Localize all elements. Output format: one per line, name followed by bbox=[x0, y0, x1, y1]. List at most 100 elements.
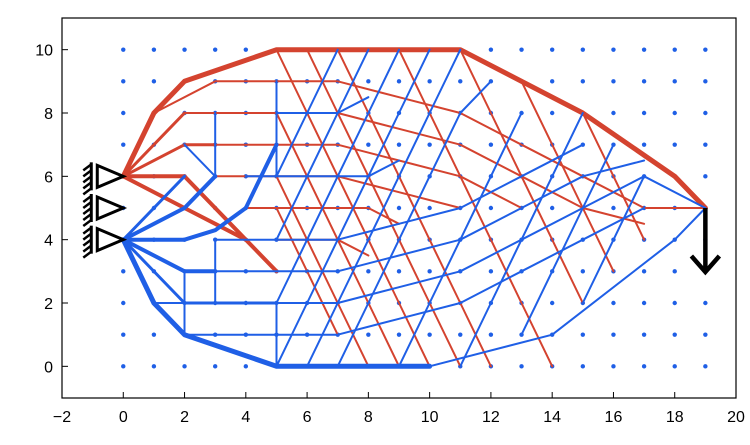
tension-member bbox=[581, 112, 646, 241]
grid-node-dot bbox=[427, 79, 432, 84]
grid-node-dot bbox=[121, 110, 126, 116]
grid-node-dot bbox=[641, 47, 647, 52]
grid-node-dot bbox=[580, 269, 586, 274]
grid-node-dot bbox=[641, 110, 647, 116]
grid-node-dot bbox=[182, 47, 187, 52]
grid-node-dot bbox=[366, 79, 371, 84]
load-arrow bbox=[689, 208, 722, 276]
grid-node-dot bbox=[580, 364, 586, 369]
grid-node-dot bbox=[396, 205, 402, 211]
tension-member bbox=[275, 238, 370, 257]
grid-node-dot bbox=[703, 79, 708, 84]
grid-node-dot bbox=[641, 300, 647, 306]
compression-member bbox=[520, 143, 615, 336]
grid-node-dot bbox=[641, 364, 647, 369]
x-tick-label: 20 bbox=[727, 409, 745, 426]
x-tick-label: 12 bbox=[482, 409, 500, 426]
grid-node-dot bbox=[458, 79, 463, 84]
grid-node-dot bbox=[366, 269, 371, 274]
x-tick-label: 16 bbox=[605, 409, 623, 426]
grid-node-dot bbox=[672, 47, 677, 52]
grid-node-dot bbox=[212, 364, 218, 369]
grid-node-dot bbox=[641, 142, 647, 147]
y-tick-label: 8 bbox=[44, 106, 53, 123]
grid-node-dot bbox=[549, 47, 555, 52]
y-tick-label: 2 bbox=[44, 296, 53, 313]
tension-member bbox=[183, 112, 646, 225]
grid-node-dot bbox=[672, 110, 677, 116]
arrow-down-icon bbox=[689, 254, 722, 276]
grid-node-dot bbox=[549, 205, 555, 211]
grid-node-dot bbox=[396, 269, 402, 274]
grid-node-dot bbox=[703, 174, 708, 179]
grid-node-dot bbox=[672, 300, 677, 306]
grid-node-dot bbox=[703, 332, 708, 337]
x-tick-label: 2 bbox=[180, 409, 189, 426]
tension-member bbox=[520, 80, 615, 273]
pin-support-icon bbox=[82, 225, 128, 259]
grid-node-dot bbox=[427, 142, 432, 147]
grid-node-dot bbox=[121, 332, 126, 337]
grid-node-dot bbox=[549, 110, 555, 116]
compression-member bbox=[275, 48, 400, 304]
x-tick-label: 0 bbox=[119, 409, 128, 426]
grid-node-dot bbox=[396, 142, 402, 147]
x-tick-label: 10 bbox=[421, 409, 439, 426]
tension-member bbox=[214, 143, 523, 209]
grid-node-dot bbox=[641, 269, 647, 274]
y-tick-label: 10 bbox=[35, 43, 53, 60]
grid-node-dot bbox=[672, 142, 677, 147]
x-tick-label: −2 bbox=[53, 409, 71, 426]
compression-member bbox=[121, 174, 218, 242]
grid-node-dot bbox=[519, 364, 524, 369]
grid-node-dot bbox=[182, 364, 187, 369]
grid-node-dot bbox=[121, 79, 126, 84]
grid-node-dot bbox=[427, 269, 432, 274]
grid-node-dot bbox=[703, 110, 708, 116]
x-tick-label: 6 bbox=[303, 409, 312, 426]
grid-node-dot bbox=[121, 142, 126, 147]
pin-support-icon bbox=[82, 194, 128, 227]
grid-node-dot bbox=[672, 364, 677, 369]
grid-node-dot bbox=[396, 79, 402, 84]
grid-node-dot bbox=[121, 47, 126, 52]
grid-node-dot bbox=[488, 47, 494, 52]
grid-node-dot bbox=[580, 79, 586, 84]
grid-node-dot bbox=[641, 79, 647, 84]
grid-node-dot bbox=[243, 47, 249, 52]
grid-node-dot bbox=[488, 332, 494, 337]
compression-member bbox=[428, 207, 707, 368]
grid-node-dot bbox=[366, 332, 371, 337]
compression-members bbox=[120, 48, 707, 369]
compression-member bbox=[152, 175, 707, 304]
compression-member bbox=[306, 48, 462, 368]
grid-node-dot bbox=[151, 332, 157, 337]
compression-member bbox=[275, 48, 370, 241]
compression-member bbox=[275, 48, 339, 178]
grid-node-dot bbox=[611, 300, 616, 306]
y-tick-label: 6 bbox=[44, 169, 53, 186]
grid-node-dot bbox=[611, 79, 616, 84]
grid-node-dot bbox=[703, 364, 708, 369]
y-axis: 0 2 4 6 8 10 bbox=[35, 43, 68, 376]
grid-node-dot bbox=[151, 79, 157, 84]
grid-node-dot bbox=[703, 300, 708, 306]
grid-node-dot bbox=[488, 142, 494, 147]
grid-node-dot bbox=[549, 300, 555, 306]
compression-member bbox=[183, 112, 217, 178]
grid-node-dot bbox=[611, 205, 616, 211]
x-axis: −2 0 2 4 6 8 10 12 14 16 18 20 bbox=[53, 392, 745, 426]
x-tick-label: 8 bbox=[364, 409, 373, 426]
grid-node-dot bbox=[580, 332, 586, 337]
compression-member bbox=[183, 159, 646, 273]
grid-node-dot bbox=[611, 47, 616, 52]
grid-node-dot bbox=[672, 332, 677, 337]
tension-member bbox=[244, 207, 400, 225]
compression-member bbox=[336, 80, 492, 368]
grid-node-dot bbox=[611, 332, 616, 337]
grid-node-dot bbox=[611, 110, 616, 116]
grid-node-dot bbox=[396, 332, 402, 337]
plot-frame bbox=[61, 17, 737, 399]
x-tick-label: 4 bbox=[241, 409, 250, 426]
